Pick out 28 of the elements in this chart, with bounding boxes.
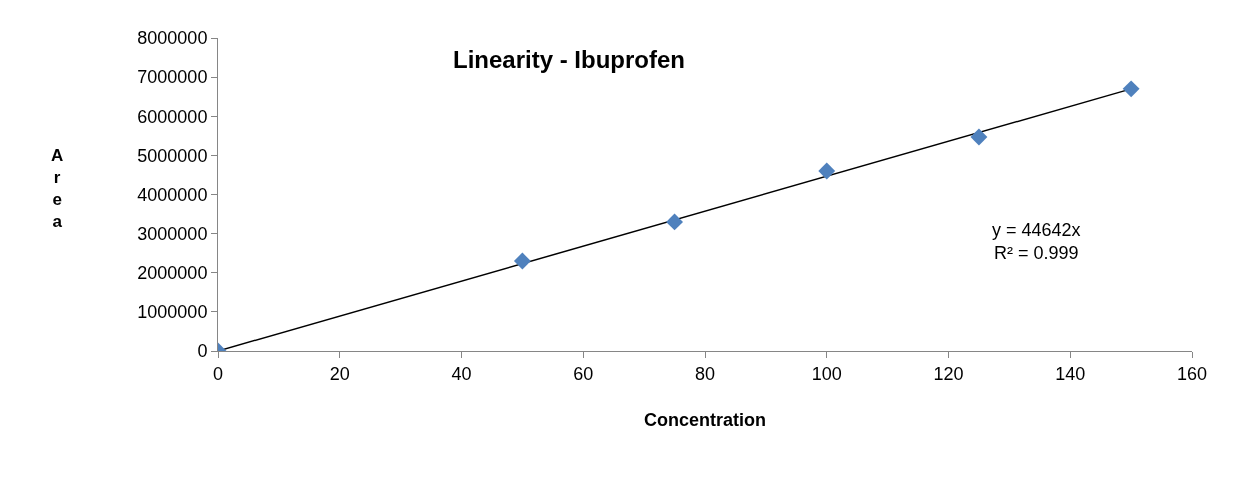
- x-tick-label: 160: [1176, 363, 1208, 384]
- point: [666, 213, 684, 231]
- y-tick-label: 3000000: [137, 223, 208, 244]
- y-tick-label: 2000000: [137, 263, 208, 284]
- y-tick-label: 1000000: [137, 302, 208, 323]
- point: [1122, 80, 1140, 98]
- x-tick-label: 140: [1055, 363, 1086, 384]
- y-tick-label: 0: [197, 341, 208, 362]
- annotation: y = 44642x: [992, 220, 1081, 240]
- y-tick-label: 7000000: [137, 67, 208, 88]
- x-tick-label: 0: [212, 363, 224, 384]
- x-tick-label: 20: [329, 363, 350, 384]
- y-tick-label: 4000000: [137, 184, 208, 205]
- y-axis-title: Area: [51, 146, 64, 232]
- x-tick-label: 120: [933, 363, 964, 384]
- y-tick-label: 8000000: [137, 28, 208, 49]
- y-tick-label: 6000000: [137, 106, 208, 127]
- x-axis-title: Concentration: [643, 409, 767, 430]
- x-tick-label: 80: [694, 363, 716, 384]
- point: [513, 252, 531, 270]
- point: [970, 128, 988, 146]
- x-tick-label: 40: [451, 363, 472, 384]
- point: [818, 162, 836, 180]
- annotation: R² = 0.999: [994, 243, 1079, 264]
- x-tick-label: 60: [573, 363, 594, 384]
- x-tick-label: 100: [811, 363, 842, 384]
- chart-title: Linearity - Ibuprofen: [453, 46, 686, 73]
- y-tick-label: 5000000: [137, 145, 208, 166]
